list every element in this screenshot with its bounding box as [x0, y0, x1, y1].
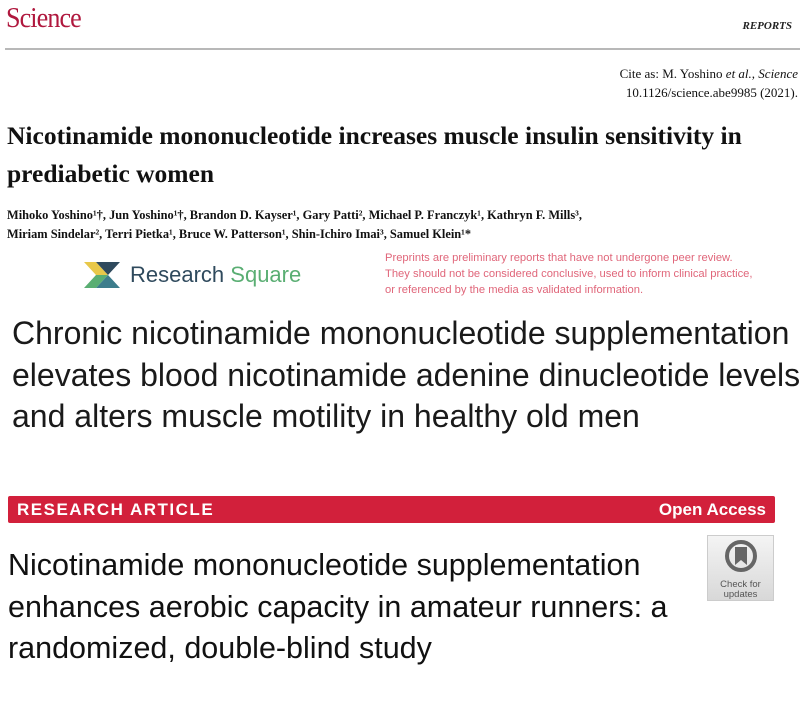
article-type-label: RESEARCH ARTICLE — [17, 499, 215, 519]
badge-line-2: updates — [723, 589, 758, 600]
disclaimer-line: Preprints are preliminary reports that h… — [385, 252, 733, 264]
article-title: Nicotinamide mononucleotide supplementat… — [8, 548, 668, 665]
cite-doi: 10.1126/science.abe9985 (2021). — [625, 85, 798, 100]
authors-line-1: Mihoko Yoshino¹†, Jun Yoshino¹†, Brandon… — [7, 208, 582, 222]
preprint-disclaimer: Preprints are preliminary reports that h… — [385, 250, 805, 298]
authors-line-2: Miriam Sindelar², Terri Pietka¹, Bruce W… — [7, 227, 472, 241]
science-logo: Science — [6, 2, 82, 34]
article-type-bar: RESEARCH ARTICLE Open Access — [8, 496, 775, 523]
disclaimer-line: They should not be considered conclusive… — [385, 268, 753, 280]
disclaimer-line: or referenced by the media as validated … — [385, 284, 644, 296]
bookmark-circle-icon — [724, 540, 757, 572]
research-square-mark-icon — [84, 262, 120, 288]
logo-word-square: Square — [230, 262, 302, 287]
science-paper-title: Nicotinamide mononucleotide increases mu… — [7, 121, 742, 188]
check-for-updates-badge[interactable]: Check for updates — [707, 535, 774, 601]
citation: Cite as: M. Yoshino et al., Science 10.1… — [620, 64, 798, 102]
logo-word-research: Research — [130, 262, 225, 287]
section-label: REPORTS — [742, 20, 792, 32]
cite-etal: et al. — [725, 66, 752, 81]
cite-journal: , Science — [751, 66, 798, 81]
open-access-label: Open Access — [658, 499, 766, 519]
header-divider — [5, 48, 800, 50]
author-list: Mihoko Yoshino¹†, Jun Yoshino¹†, Brandon… — [7, 206, 807, 244]
cite-prefix: Cite as: M. Yoshino — [619, 66, 726, 81]
badge-line-1: Check for — [720, 579, 761, 590]
preprint-title: Chronic nicotinamide mononucleotide supp… — [12, 315, 801, 434]
research-square-logo: Research Square — [82, 258, 301, 292]
